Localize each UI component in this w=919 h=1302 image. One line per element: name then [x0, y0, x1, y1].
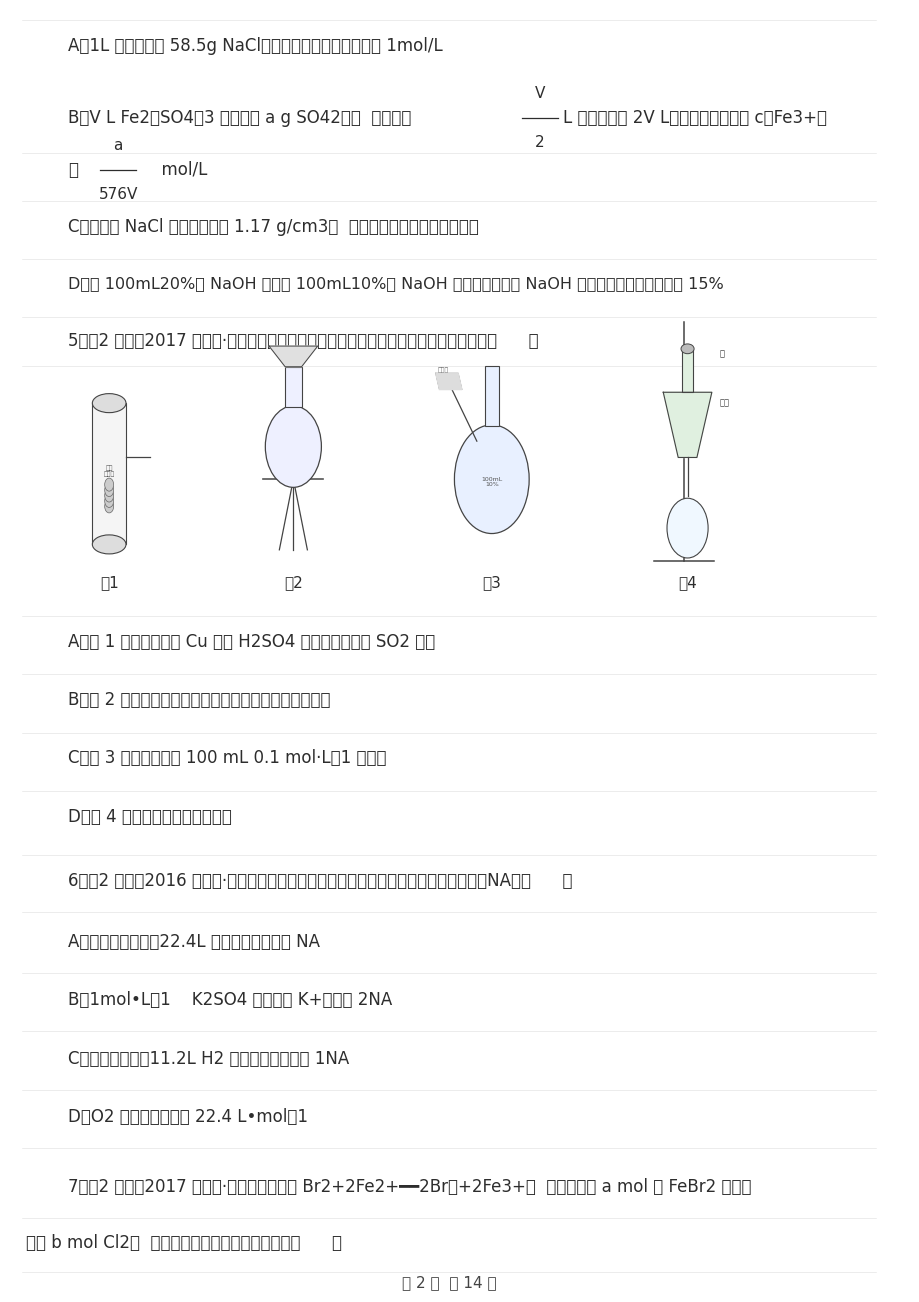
Text: C．已知某 NaCl 溶液的密度是 1.17 g/cm3，  可求出此溶液的物质的量浓度: C．已知某 NaCl 溶液的密度是 1.17 g/cm3， 可求出此溶液的物质的…: [68, 217, 479, 236]
Circle shape: [105, 500, 114, 513]
Text: 充气
塑料瓶: 充气 塑料瓶: [104, 465, 115, 477]
Text: a: a: [113, 138, 122, 152]
Text: B．图 2 所示装置用于除去碳酸氢钠固体中的少量碳酸钠: B．图 2 所示装置用于除去碳酸氢钠固体中的少量碳酸钠: [68, 691, 330, 710]
Text: 图3: 图3: [482, 575, 501, 590]
Text: 5．（2 分）（2017 高二下·广安期末）用下列装置进行相应实验，能达到实验目的的是（      ）: 5．（2 分）（2017 高二下·广安期末）用下列装置进行相应实验，能达到实验目…: [68, 332, 539, 349]
Text: D．图 4 所示装置用于分离出溴苯: D．图 4 所示装置用于分离出溴苯: [68, 807, 232, 825]
Text: A．在标准状况下，22.4L 水所含分子数目为 NA: A．在标准状况下，22.4L 水所含分子数目为 NA: [68, 934, 320, 950]
Text: L 用水稀释成 2V L，则稀释后溶液的 c（Fe3+）: L 用水稀释成 2V L，则稀释后溶液的 c（Fe3+）: [562, 109, 826, 128]
FancyBboxPatch shape: [484, 366, 498, 426]
Text: 100mL
10%: 100mL 10%: [481, 477, 502, 487]
Ellipse shape: [680, 344, 693, 354]
Circle shape: [105, 478, 114, 491]
Text: 图2: 图2: [284, 575, 302, 590]
Text: V: V: [534, 86, 544, 102]
Text: 水: 水: [719, 350, 723, 359]
Circle shape: [454, 424, 528, 534]
Circle shape: [265, 406, 321, 487]
FancyBboxPatch shape: [285, 367, 301, 408]
Circle shape: [666, 499, 708, 559]
Text: D．O2 的摩尔体积约为 22.4 L•mol－1: D．O2 的摩尔体积约为 22.4 L•mol－1: [68, 1108, 308, 1126]
Text: 7．（2 分）（2017 高一上·武汉期末）已知 Br2+2Fe2+━━2Br－+2Fe3+，  现向含溶质 a mol 的 FeBr2 溶液中: 7．（2 分）（2017 高一上·武汉期末）已知 Br2+2Fe2+━━2Br－…: [68, 1177, 751, 1195]
Text: 通入 b mol Cl2，  充分反应．下列说法不正确的是（      ）: 通入 b mol Cl2， 充分反应．下列说法不正确的是（ ）: [27, 1234, 342, 1253]
FancyBboxPatch shape: [92, 404, 126, 544]
Ellipse shape: [92, 535, 126, 553]
Text: A．图 1 所示装置用于 Cu 和浓 H2SO4 反应制取少量的 SO2 气体: A．图 1 所示装置用于 Cu 和浓 H2SO4 反应制取少量的 SO2 气体: [68, 633, 435, 651]
Text: A．1L 水中溶解了 58.5g NaCl，该溶液的物质的量浓度为 1mol/L: A．1L 水中溶解了 58.5g NaCl，该溶液的物质的量浓度为 1mol/L: [68, 36, 443, 55]
Text: 图1: 图1: [99, 575, 119, 590]
Text: B．V L Fe2（SO4）3 溶液中含 a g SO42－，  取此溶液: B．V L Fe2（SO4）3 溶液中含 a g SO42－， 取此溶液: [68, 109, 411, 128]
Polygon shape: [663, 392, 711, 457]
Text: 6．（2 分）（2016 高一上·涞水期中）下列说法正确的是（设阿伏伽德罗常数的数值为NA）（      ）: 6．（2 分）（2016 高一上·涞水期中）下列说法正确的是（设阿伏伽德罗常数的…: [68, 872, 573, 891]
Text: 浓硫酸: 浓硫酸: [437, 367, 448, 374]
Polygon shape: [436, 374, 461, 389]
Text: 图4: 图4: [677, 575, 697, 590]
Ellipse shape: [92, 393, 126, 413]
Text: D．把 100mL20%的 NaOH 溶液跟 100mL10%的 NaOH 混合后，可判断 NaOH 混合溶液的质量分数等于 15%: D．把 100mL20%的 NaOH 溶液跟 100mL10%的 NaOH 混合…: [68, 276, 723, 292]
Text: mol/L: mol/L: [151, 160, 207, 178]
Text: 溴苯: 溴苯: [719, 398, 729, 408]
Text: C．图 3 所示装置配制 100 mL 0.1 mol·L－1 的硫酸: C．图 3 所示装置配制 100 mL 0.1 mol·L－1 的硫酸: [68, 750, 386, 767]
Circle shape: [105, 495, 114, 508]
Text: 为: 为: [68, 160, 78, 178]
Text: B．1mol•L－1    K2SO4 溶液所含 K+数目为 2NA: B．1mol•L－1 K2SO4 溶液所含 K+数目为 2NA: [68, 991, 392, 1009]
Circle shape: [105, 490, 114, 503]
Circle shape: [105, 483, 114, 496]
Text: C．标准状况下，11.2L H2 中含有的电子数为 1NA: C．标准状况下，11.2L H2 中含有的电子数为 1NA: [68, 1049, 349, 1068]
Polygon shape: [268, 346, 317, 367]
Text: 576V: 576V: [98, 186, 138, 202]
FancyBboxPatch shape: [681, 349, 692, 392]
Text: 第 2 页  共 14 页: 第 2 页 共 14 页: [402, 1275, 496, 1290]
Text: 2: 2: [535, 135, 544, 150]
